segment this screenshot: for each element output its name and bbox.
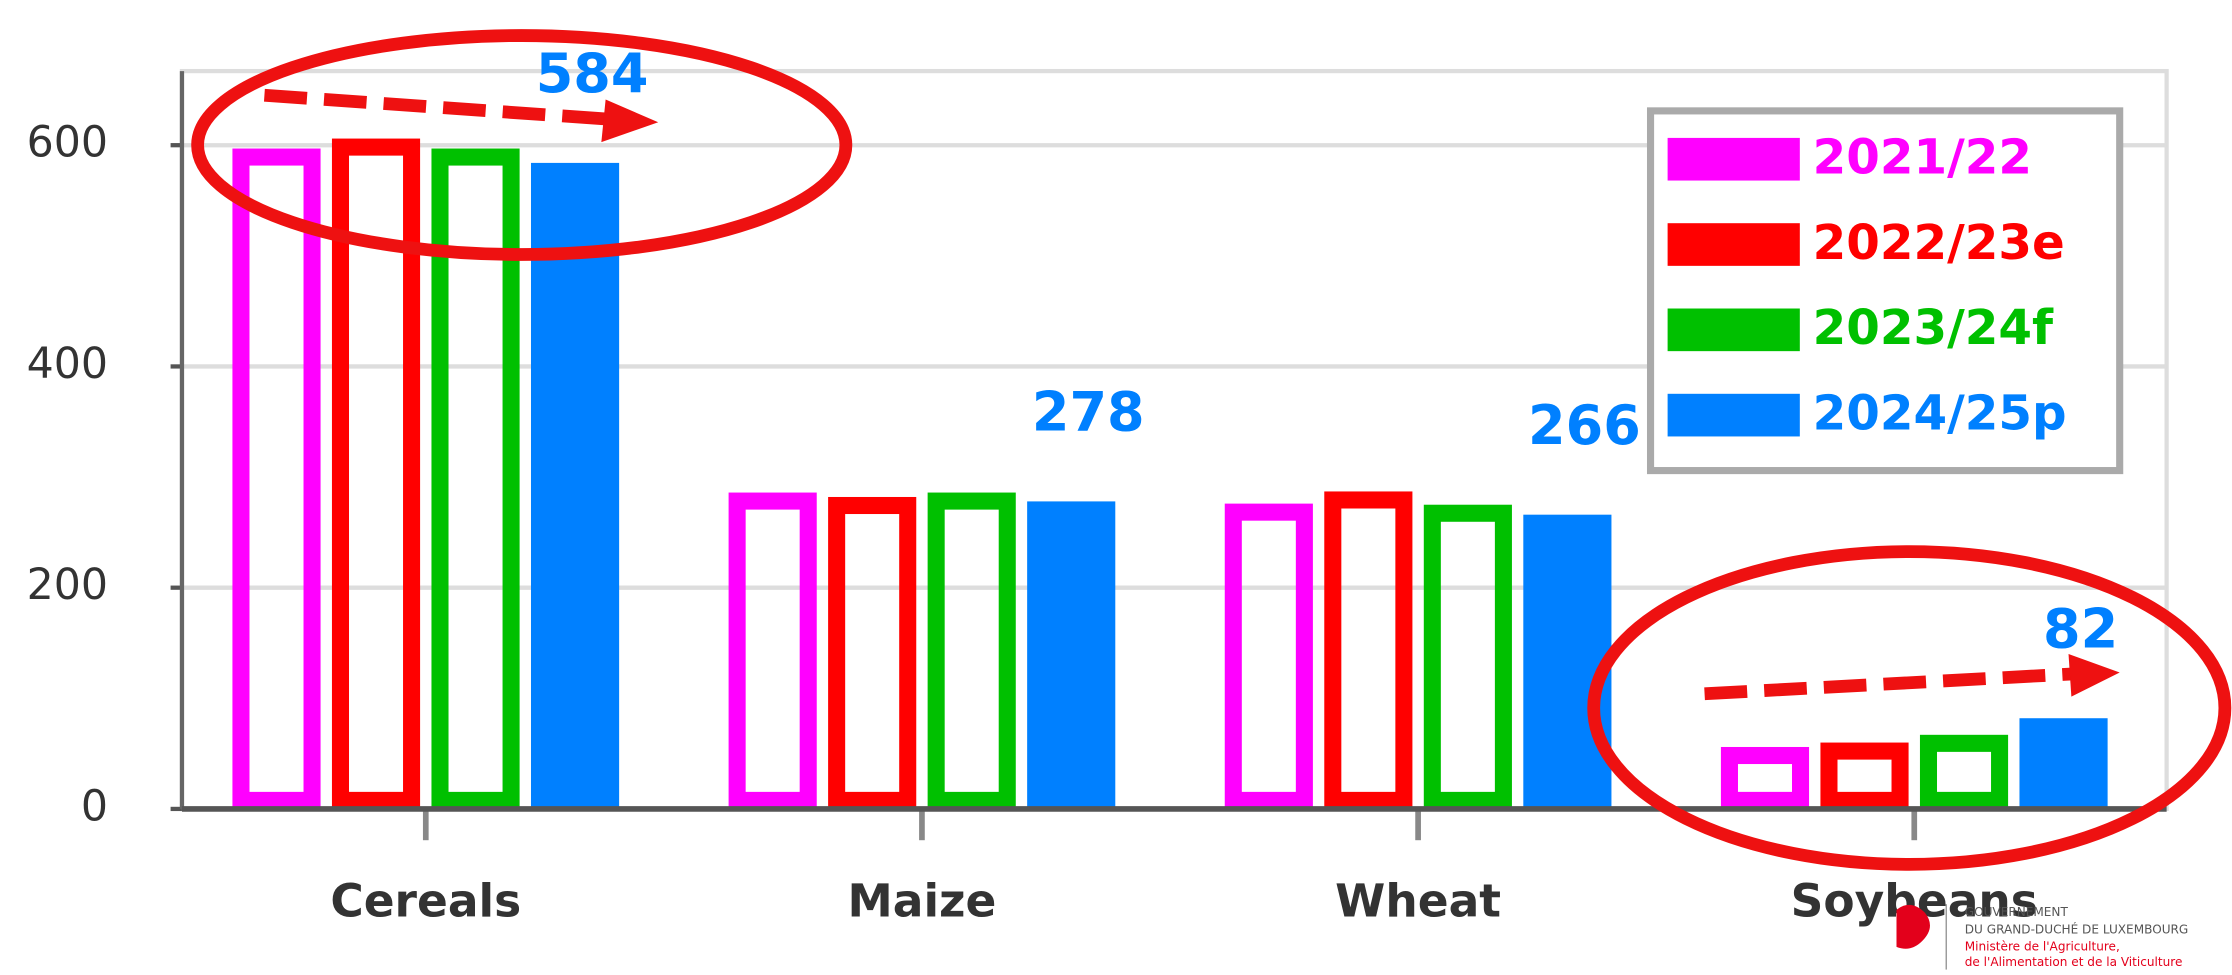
bar — [1919, 734, 2009, 809]
bar — [331, 138, 421, 809]
bar — [232, 148, 321, 809]
logo-text: GOUVERNEMENT — [1965, 905, 2069, 919]
bar — [828, 496, 917, 809]
y-tick-label: 400 — [27, 339, 108, 389]
bar — [1820, 742, 1909, 809]
arrow-head — [2068, 653, 2120, 697]
legend-swatch — [1667, 137, 1800, 181]
bar — [1324, 491, 1413, 809]
data-label: 266 — [1528, 394, 1641, 457]
logo-text: Ministère de l'Agriculture, — [1965, 939, 2120, 953]
bar — [2019, 718, 2108, 809]
bar — [1027, 501, 1116, 809]
trend-arrow — [1704, 667, 2075, 701]
legend-swatch — [1667, 393, 1800, 437]
bar — [1224, 503, 1313, 809]
data-label: 82 — [2043, 598, 2118, 661]
data-label: 278 — [1032, 381, 1145, 444]
bar — [728, 492, 817, 809]
x-tick-label: Cereals — [330, 875, 521, 928]
y-tick-label: 600 — [27, 118, 108, 168]
bar — [1720, 746, 1810, 809]
legend-label: 2024/25p — [1813, 386, 2067, 442]
legend-label: 2022/23e — [1813, 215, 2065, 271]
y-tick-label: 0 — [81, 781, 108, 831]
annotations — [191, 29, 2232, 871]
bar — [1523, 514, 1612, 809]
logo-lion — [1896, 904, 1930, 949]
x-tick-label: Maize — [848, 875, 997, 928]
plot: 0200400600Cereals584Maize278Wheat266Soyb… — [27, 42, 2169, 928]
bar — [431, 148, 520, 809]
y-tick-label: 200 — [27, 560, 108, 610]
legend-swatch — [1667, 223, 1800, 266]
arrow-head — [601, 99, 659, 143]
highlight-ellipse — [191, 29, 853, 261]
bar — [927, 492, 1016, 809]
x-tick-label: Wheat — [1335, 875, 1501, 928]
legend-label: 2021/22 — [1813, 130, 2032, 186]
highlight-ellipse — [1587, 545, 2232, 871]
logo: GOUVERNEMENT DU GRAND-DUCHÉ DE LUXEMBOUR… — [1896, 904, 2189, 970]
legend-swatch — [1667, 308, 1800, 352]
bar — [1423, 504, 1512, 809]
logo-text: DU GRAND-DUCHÉ DE LUXEMBOURG — [1965, 921, 2189, 936]
bar — [530, 162, 620, 809]
data-label: 584 — [536, 42, 649, 105]
legend-label: 2023/24f — [1813, 300, 2054, 356]
logo-text: de l'Alimentation et de la Viticulture — [1965, 955, 2183, 969]
